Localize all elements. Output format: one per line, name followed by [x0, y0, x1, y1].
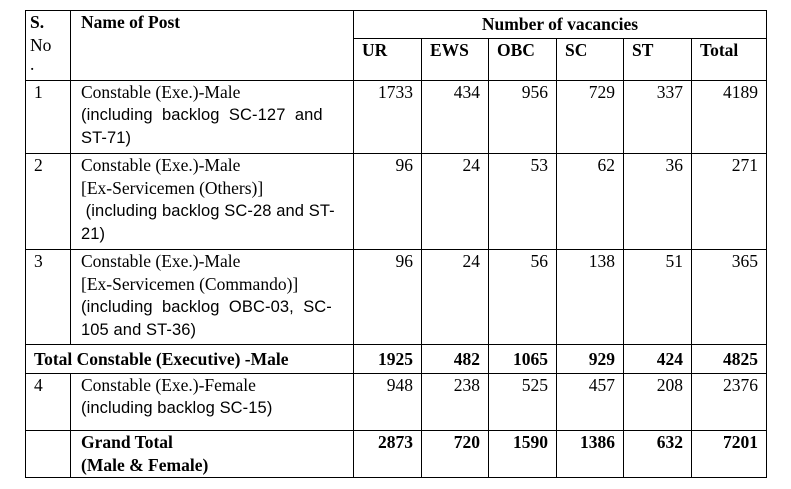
grand-total-st: 632	[623, 430, 692, 478]
subtotal-ur: 1925	[353, 344, 422, 374]
grand-total-sc: 1386	[556, 430, 624, 478]
value-st: 337	[623, 80, 692, 154]
column-header-obc: OBC	[488, 38, 557, 81]
table-row: 1 Constable (Exe.)-Male (including backl…	[25, 80, 767, 154]
value-sc: 62	[556, 153, 624, 250]
header-row-columns: UR EWS OBC SC ST Total	[26, 38, 767, 81]
post-note: (including backlog SC-15)	[81, 399, 273, 417]
post-note: 105 and ST-36)	[81, 321, 197, 339]
table-row: 2 Constable (Exe.)-Male [Ex-Servicemen (…	[25, 153, 767, 250]
header-row-top: S. No . Name of Post Number of vacancies	[25, 10, 767, 81]
table-row: 3 Constable (Exe.)-Male [Ex-Servicemen (…	[25, 249, 767, 345]
post-note: 21)	[81, 225, 106, 243]
post-note: (including backlog OBC-03, SC-	[81, 298, 332, 316]
grand-total-ur: 2873	[353, 430, 422, 478]
subtotal-obc: 1065	[488, 344, 557, 374]
subtotal-row: Total Constable (Executive) -Male 1925 4…	[25, 344, 767, 374]
value-total: 271	[691, 153, 767, 250]
grand-total-label: Grand Total (Male & Female)	[70, 430, 354, 478]
post-name-cell: Constable (Exe.)-Male (including backlog…	[70, 80, 354, 154]
grand-total-label-line: Grand Total	[81, 432, 173, 452]
value-total: 365	[691, 249, 767, 345]
value-ews: 24	[421, 249, 489, 345]
table-row: 4 Constable (Exe.)-Female (including bac…	[25, 373, 767, 431]
column-header-ews: EWS	[421, 38, 489, 81]
value-ur: 948	[353, 373, 422, 431]
value-sc: 457	[556, 373, 624, 431]
value-st: 36	[623, 153, 692, 250]
value-sc: 138	[556, 249, 624, 345]
subtotal-sc: 929	[556, 344, 624, 374]
column-header-st: ST	[623, 38, 692, 81]
value-ur: 96	[353, 153, 422, 250]
post-name: [Ex-Servicemen (Others)]	[81, 178, 264, 198]
value-total: 4189	[691, 80, 767, 154]
value-ews: 434	[421, 80, 489, 154]
sno-header-line: S.	[30, 12, 45, 32]
name-of-post-header: Name of Post	[70, 10, 354, 81]
post-name-cell: Constable (Exe.)-Female (including backl…	[70, 373, 354, 431]
value-ews: 24	[421, 153, 489, 250]
post-note: (including backlog SC-127 and	[81, 106, 323, 124]
value-st: 208	[623, 373, 692, 431]
post-name: Constable (Exe.)-Female	[81, 375, 256, 395]
value-ur: 1733	[353, 80, 422, 154]
serial-number: 3	[25, 249, 71, 345]
value-obc: 56	[488, 249, 557, 345]
grand-total-obc: 1590	[488, 430, 557, 478]
sno-header-line: .	[30, 54, 35, 74]
subtotal-st: 424	[623, 344, 692, 374]
subtotal-ews: 482	[421, 344, 489, 374]
value-obc: 956	[488, 80, 557, 154]
post-name: Constable (Exe.)-Male	[81, 251, 241, 271]
column-header-total: Total	[691, 38, 767, 81]
serial-number: 1	[25, 80, 71, 154]
value-ews: 238	[421, 373, 489, 431]
serial-number: 4	[25, 373, 71, 431]
grand-total-sno-empty	[25, 430, 71, 478]
column-header-sc: SC	[556, 38, 624, 81]
grand-total-row: Grand Total (Male & Female) 2873 720 159…	[25, 430, 767, 478]
number-of-vacancies-header: Number of vacancies	[353, 10, 767, 39]
value-sc: 729	[556, 80, 624, 154]
post-note: (including backlog SC-28 and ST-	[81, 202, 335, 220]
value-st: 51	[623, 249, 692, 345]
sno-header: S. No .	[25, 10, 71, 81]
vacancy-table: S. No . Name of Post Number of vacancies…	[25, 10, 767, 478]
subtotal-label: Total Constable (Executive) -Male	[25, 344, 354, 374]
grand-total-total: 7201	[691, 430, 767, 478]
value-total: 2376	[691, 373, 767, 431]
post-name-cell: Constable (Exe.)-Male [Ex-Servicemen (Ot…	[70, 153, 354, 250]
column-header-ur: UR	[353, 38, 422, 81]
post-name-cell: Constable (Exe.)-Male [Ex-Servicemen (Co…	[70, 249, 354, 345]
post-note: ST-71)	[81, 129, 132, 147]
grand-total-ews: 720	[421, 430, 489, 478]
post-name: Constable (Exe.)-Male	[81, 82, 241, 102]
grand-total-label-line: (Male & Female)	[81, 455, 209, 475]
value-ur: 96	[353, 249, 422, 345]
sno-header-line: No	[30, 35, 52, 55]
post-name: [Ex-Servicemen (Commando)]	[81, 274, 299, 294]
subtotal-total: 4825	[691, 344, 767, 374]
post-name: Constable (Exe.)-Male	[81, 155, 241, 175]
serial-number: 2	[25, 153, 71, 250]
value-obc: 525	[488, 373, 557, 431]
value-obc: 53	[488, 153, 557, 250]
